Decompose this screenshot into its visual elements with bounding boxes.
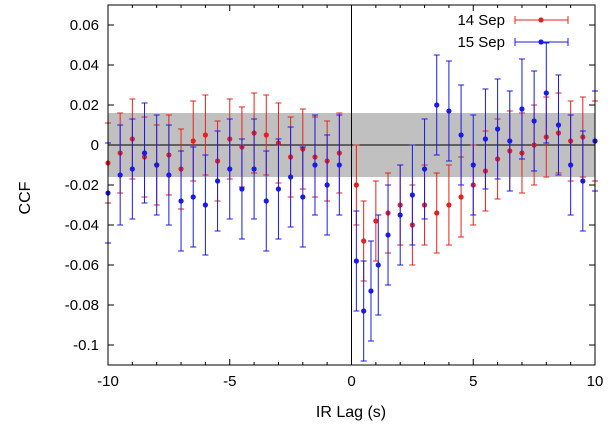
- data-point: [178, 198, 184, 204]
- data-point: [239, 186, 245, 192]
- data-point: [507, 138, 513, 144]
- data-point: [202, 202, 208, 208]
- data-point: [166, 172, 172, 178]
- data-point: [409, 192, 415, 198]
- legend-marker: [538, 17, 544, 23]
- data-point: [531, 118, 537, 124]
- data-point: [141, 150, 148, 156]
- data-point: [580, 178, 586, 184]
- series-15-sep: [105, 42, 598, 362]
- data-point: [190, 138, 196, 144]
- data-point: [434, 102, 440, 108]
- legend-label: 15 Sep: [457, 34, 505, 51]
- legend-label: 14 Sep: [457, 12, 505, 29]
- legend: 14 Sep 15 Sep: [457, 12, 569, 51]
- data-point: [263, 132, 269, 138]
- data-point: [275, 186, 282, 192]
- data-point: [373, 218, 379, 224]
- data-point: [495, 126, 501, 132]
- data-point: [368, 288, 374, 294]
- y-tick-label: 0.06: [70, 17, 99, 34]
- data-point: [353, 258, 359, 264]
- data-point: [543, 90, 549, 96]
- data-point: [117, 172, 123, 178]
- data-point: [227, 166, 233, 172]
- data-point: [519, 106, 525, 112]
- data-point: [353, 182, 359, 188]
- data-point: [202, 132, 208, 138]
- data-point: [482, 136, 489, 142]
- data-point: [154, 162, 160, 168]
- data-point: [361, 238, 367, 244]
- axes-layer: -10 -5 0 5 10 0.06 0.04 0.02 0 -0.02 -0.04 -0.06 -0.…: [65, 4, 604, 390]
- significance-band-layer: [108, 5, 595, 365]
- data-point: [288, 174, 294, 180]
- y-tick-label: 0.04: [70, 57, 99, 74]
- y-tick-label: -0.06: [65, 257, 99, 274]
- data-point: [336, 162, 342, 168]
- data-point: [214, 178, 221, 184]
- y-tick-label: 0.02: [70, 97, 99, 114]
- legend-marker: [538, 39, 544, 45]
- data-point: [190, 194, 196, 200]
- data-point: [458, 132, 464, 138]
- data-point: [458, 194, 464, 200]
- data-point: [434, 210, 440, 216]
- data-point: [251, 166, 257, 172]
- data-point: [312, 162, 318, 168]
- y-tick-label: -0.04: [65, 217, 99, 234]
- data-point: [568, 162, 574, 168]
- data-point: [385, 232, 391, 238]
- x-tick-label: -10: [97, 373, 119, 390]
- data-point: [263, 198, 269, 204]
- data-point: [446, 202, 452, 208]
- data-point: [300, 194, 306, 200]
- data-point: [324, 182, 330, 188]
- data-point: [555, 122, 562, 128]
- x-axis-label: IR Lag (s): [316, 404, 386, 421]
- x-tick-label: -5: [223, 373, 236, 390]
- data-point: [421, 166, 428, 172]
- x-tick-label: 0: [347, 373, 355, 390]
- y-tick-label: -0.1: [73, 337, 99, 354]
- legend-entry: 15 Sep: [457, 34, 569, 51]
- data-point: [397, 212, 403, 218]
- y-tick-label: 0: [91, 137, 99, 154]
- x-tick-label: 10: [587, 373, 604, 390]
- x-tick-label: 5: [469, 373, 477, 390]
- data-point: [446, 108, 452, 114]
- data-point: [129, 166, 135, 172]
- legend-entry: 14 Sep: [457, 12, 569, 29]
- series-layer: [105, 42, 598, 362]
- y-tick-label: -0.02: [65, 177, 99, 194]
- data-point: [361, 308, 367, 314]
- data-point: [470, 162, 476, 168]
- data-point: [375, 262, 381, 268]
- y-tick-label: -0.08: [65, 297, 99, 314]
- y-axis-label: CCF: [17, 181, 34, 214]
